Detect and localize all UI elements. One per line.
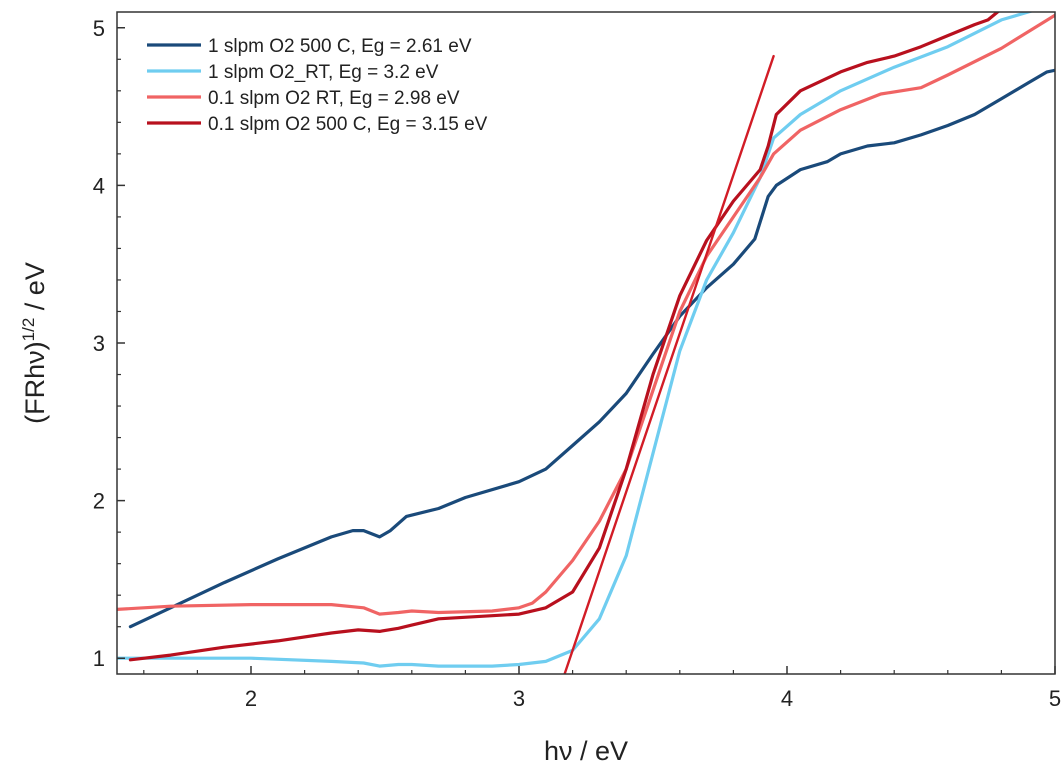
series-line-2 (117, 12, 1034, 668)
legend: 1 slpm O2 500 C, Eg = 2.61 eV 1 slpm O2_R… (147, 36, 488, 135)
y-tick-label: 2 (93, 489, 105, 514)
series-layer (117, 12, 1055, 674)
y-axis-title-exponent: 1/2 (19, 318, 38, 342)
x-tick-label: 2 (245, 686, 257, 711)
legend-label: 1 slpm O2_RT, Eg = 3.2 eV (208, 62, 439, 83)
y-tick-label: 5 (93, 16, 105, 41)
x-tick-label: 5 (1049, 686, 1061, 711)
x-tick-label: 4 (781, 686, 793, 711)
tangent-line (563, 54, 775, 674)
x-tick-label: 3 (513, 686, 525, 711)
y-axis-title: (FRhν)1/2 / eV (19, 262, 50, 424)
x-axis: 2 3 4 5 (143, 666, 1061, 711)
series-line-3 (117, 13, 1055, 616)
legend-label: 1 slpm O2 500 C, Eg = 2.61 eV (208, 36, 472, 57)
legend-label: 0.1 slpm O2 RT, Eg = 2.98 eV (208, 88, 460, 109)
y-axis-title-units: / eV (20, 262, 50, 318)
y-axis-title-main: (FRhν) (20, 341, 50, 424)
legend-label: 0.1 slpm O2 500 C, Eg = 3.15 eV (208, 114, 488, 135)
series-line-4 (128, 12, 1001, 662)
x-axis-title: hν / eV (544, 736, 628, 766)
y-axis: 1 2 3 4 5 (93, 16, 125, 671)
y-tick-label: 1 (93, 646, 105, 671)
y-tick-label: 4 (93, 173, 105, 198)
y-tick-label: 3 (93, 331, 105, 356)
